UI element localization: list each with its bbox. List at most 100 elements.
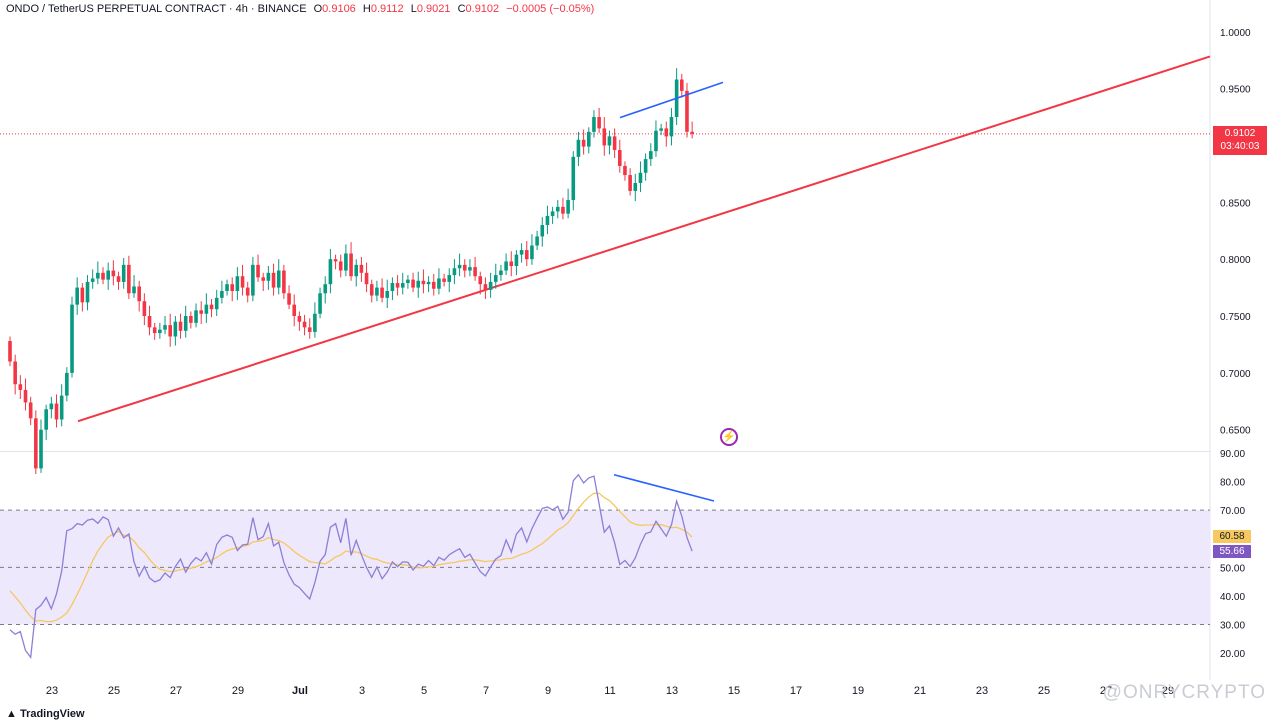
candle-body <box>499 270 503 276</box>
rsi-line <box>9 473 693 659</box>
candle-body <box>426 281 431 285</box>
rsi-divergence-line <box>613 473 715 502</box>
candle-body <box>530 245 534 260</box>
candle-body <box>189 316 193 323</box>
candle-body <box>276 270 281 288</box>
candle-body <box>478 276 483 285</box>
candle-body <box>163 325 167 330</box>
tradingview-logo[interactable]: ▲ TradingView <box>6 708 85 720</box>
candle-body <box>581 139 586 147</box>
candle-body <box>592 117 596 132</box>
high-label: H <box>362 3 371 15</box>
candle-body <box>623 165 627 176</box>
candle-body <box>509 261 514 266</box>
candle-body <box>550 211 555 216</box>
candle-body <box>39 429 43 469</box>
rsi-value-badge: 55.66 <box>1213 545 1251 558</box>
candle-body <box>297 316 302 322</box>
candle-body <box>54 403 59 420</box>
candle-body <box>628 175 632 191</box>
last-price-value: 0.9102 <box>1224 128 1256 139</box>
candle-body <box>307 327 312 332</box>
rsi-ma-badge: 60.58 <box>1213 530 1251 543</box>
candle-body <box>421 280 426 285</box>
candle-body <box>199 310 204 314</box>
time-tick-label: 17 <box>790 685 802 697</box>
time-tick-label: 29 <box>232 685 244 697</box>
close-value: 0.9102 <box>465 3 500 15</box>
price-tick-label: 0.8000 <box>1220 255 1251 266</box>
candle-body <box>431 281 436 289</box>
candle-body <box>13 361 17 385</box>
candle-body <box>178 321 183 331</box>
candle-body <box>142 301 147 317</box>
candle-body <box>106 270 110 280</box>
time-tick-label: Jul <box>292 685 308 697</box>
candle-body <box>168 325 172 337</box>
candle-body <box>633 182 638 191</box>
candle-body <box>333 259 338 262</box>
high-value: 0.9112 <box>370 3 404 15</box>
candle-body <box>602 128 607 146</box>
candle-body <box>90 278 95 282</box>
time-tick-label: 3 <box>359 685 365 697</box>
candle-body <box>524 250 529 260</box>
open-label: O <box>313 3 323 15</box>
rsi-tick-label: 20.00 <box>1220 649 1245 660</box>
candle-body <box>566 200 570 214</box>
candle-body <box>690 131 694 134</box>
change-value: −0.0005 (−0.05%) <box>506 3 595 15</box>
watermark: @ONRYCRYPTO <box>1102 682 1266 703</box>
symbol-title[interactable]: ONDO / TetherUS PERPETUAL CONTRACT · 4h … <box>6 3 307 15</box>
candle-body <box>204 304 209 314</box>
candle-body <box>18 384 23 390</box>
candle-body <box>571 156 576 201</box>
candle-body <box>70 304 74 373</box>
candle-body <box>121 264 126 282</box>
candle-body <box>230 284 235 292</box>
candle-body <box>240 276 245 288</box>
candle-body <box>375 287 379 296</box>
candle-body <box>607 136 612 146</box>
rsi-tick-label: 70.00 <box>1220 506 1245 517</box>
candle-body <box>313 313 317 332</box>
price-tick-label: 0.9500 <box>1220 85 1251 96</box>
candle-body <box>80 287 85 303</box>
candle-body <box>586 131 591 147</box>
candle-body <box>504 261 508 271</box>
price-tick-label: 1.0000 <box>1220 28 1251 39</box>
candle-body <box>369 284 374 296</box>
candle-body <box>385 291 390 298</box>
candle-body <box>111 270 116 277</box>
candle-body <box>23 389 28 403</box>
candle-body <box>638 172 643 183</box>
candle-body <box>34 418 38 469</box>
candle-body <box>468 267 472 271</box>
candle-body <box>214 297 219 310</box>
rsi-tick-label: 50.00 <box>1220 563 1245 574</box>
candle-body <box>8 341 12 362</box>
candle-body <box>395 283 400 288</box>
bar-countdown: 03:40:03 <box>1220 141 1260 152</box>
candle-body <box>561 206 565 214</box>
candle-body <box>96 272 100 279</box>
candle-body <box>251 264 255 296</box>
price-tick-label: 0.7000 <box>1220 369 1251 380</box>
candle-body <box>447 275 452 282</box>
candle-body <box>457 264 462 269</box>
candle-body <box>85 281 90 303</box>
candle-body <box>452 268 457 276</box>
candle-body <box>147 316 152 328</box>
lightning-event-icon[interactable]: ⚡ <box>720 428 738 446</box>
candle-body <box>416 280 421 288</box>
candle-body <box>597 117 601 129</box>
candle-body <box>137 286 141 302</box>
price-divergence-line <box>619 81 724 119</box>
candle-body <box>390 283 395 292</box>
candle-body <box>473 267 477 277</box>
candle-body <box>183 316 188 331</box>
symbol-header: ONDO / TetherUS PERPETUAL CONTRACT · 4h … <box>6 3 594 15</box>
rsi-tick-label: 90.00 <box>1220 449 1245 460</box>
low-value: 0.9021 <box>416 3 451 15</box>
